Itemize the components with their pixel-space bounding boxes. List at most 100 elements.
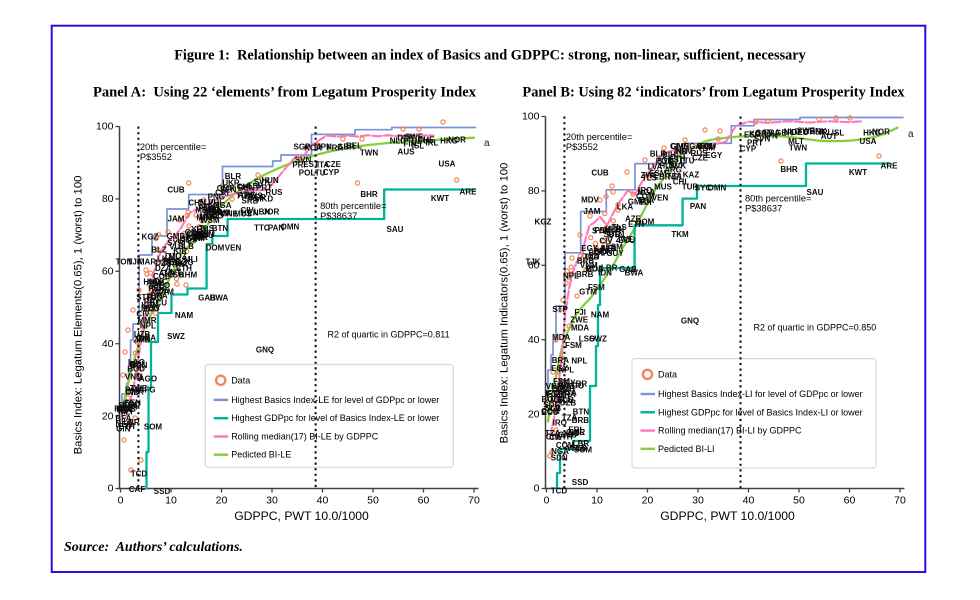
svg-text:UZB: UZB: [605, 224, 622, 233]
svg-text:CYP: CYP: [740, 145, 757, 154]
svg-text:COG: COG: [205, 212, 223, 221]
svg-text:COL: COL: [153, 272, 170, 281]
svg-text:BOL: BOL: [589, 249, 606, 258]
svg-text:EGY: EGY: [705, 151, 723, 160]
svg-text:TGO: TGO: [123, 400, 140, 409]
svg-text:Basics Index: Legatum Indicato: Basics Index: Legatum Indicators(0.65), …: [499, 163, 511, 444]
svg-text:EGY: EGY: [551, 364, 569, 373]
svg-text:Figure 1: Relationship betwee: Figure 1: Relationship between an index …: [174, 48, 806, 64]
svg-text:SVK: SVK: [670, 162, 687, 171]
svg-text:100: 100: [522, 111, 540, 123]
svg-text:CUB: CUB: [167, 186, 185, 195]
svg-text:CZE: CZE: [325, 160, 342, 169]
svg-text:FIN: FIN: [404, 140, 417, 149]
svg-text:DOM: DOM: [636, 218, 655, 227]
svg-text:BFA: BFA: [115, 414, 131, 423]
svg-text:TUR: TUR: [682, 183, 699, 192]
svg-text:LBR: LBR: [573, 439, 590, 448]
svg-text:CIV: CIV: [240, 206, 254, 215]
svg-text:TKM: TKM: [671, 230, 689, 239]
svg-text:CIV: CIV: [599, 237, 613, 246]
svg-text:IND: IND: [674, 148, 688, 157]
svg-text:40: 40: [743, 495, 755, 507]
svg-text:SAU: SAU: [387, 225, 404, 234]
svg-text:MRT: MRT: [196, 213, 213, 222]
svg-text:CZE: CZE: [692, 154, 709, 163]
svg-text:PAK: PAK: [125, 385, 142, 394]
svg-text:PRT: PRT: [256, 184, 272, 193]
svg-text:BWA: BWA: [210, 294, 229, 303]
svg-text:IRQ: IRQ: [177, 236, 191, 245]
svg-text:R2 of quartic in GDPPC=0.850: R2 of quartic in GDPPC=0.850: [754, 323, 877, 333]
svg-text:VNM: VNM: [546, 382, 564, 391]
svg-text:Source: Authors’ calculations: Source: Authors’ calculations.: [64, 540, 243, 555]
svg-text:Rolling median(17) BI-LI by GD: Rolling median(17) BI-LI by GDPPC: [658, 426, 802, 436]
svg-text:MDG: MDG: [141, 304, 160, 313]
svg-text:Pedicted BI-LI: Pedicted BI-LI: [658, 444, 715, 454]
svg-text:FJI: FJI: [186, 232, 198, 241]
svg-text:CHL: CHL: [237, 183, 254, 192]
svg-text:NGA: NGA: [638, 188, 656, 197]
svg-text:LKA: LKA: [617, 203, 634, 212]
svg-text:TWN: TWN: [789, 144, 807, 153]
svg-text:SLE: SLE: [191, 233, 207, 242]
svg-text:BHR: BHR: [360, 190, 378, 199]
svg-text:TZA: TZA: [583, 253, 599, 262]
svg-text:UGA: UGA: [200, 212, 218, 221]
svg-text:SLE: SLE: [118, 401, 134, 410]
svg-text:SYC: SYC: [695, 184, 712, 193]
svg-text:CHE: CHE: [418, 136, 436, 145]
svg-text:LTU: LTU: [311, 169, 326, 178]
svg-text:PRI: PRI: [292, 161, 305, 170]
svg-text:FSM: FSM: [588, 283, 605, 292]
svg-text:P$38637: P$38637: [320, 211, 357, 221]
svg-text:SAU: SAU: [807, 188, 824, 197]
svg-text:GMB: GMB: [558, 430, 577, 439]
svg-text:BOL: BOL: [552, 384, 569, 393]
svg-text:VNM: VNM: [125, 373, 143, 382]
svg-text:USA: USA: [439, 160, 456, 169]
svg-text:DZA: DZA: [155, 264, 172, 273]
svg-text:BRB: BRB: [577, 257, 595, 266]
svg-text:TTO: TTO: [254, 224, 270, 233]
svg-text:IRL: IRL: [426, 139, 439, 148]
svg-text:KAZ: KAZ: [683, 171, 700, 180]
svg-text:MKD: MKD: [255, 195, 273, 204]
svg-text:RUS: RUS: [266, 188, 284, 197]
svg-text:DNK: DNK: [809, 127, 827, 136]
svg-text:FSM: FSM: [192, 230, 209, 239]
svg-text:KHM: KHM: [179, 271, 198, 280]
svg-text:ISL: ISL: [832, 129, 845, 138]
svg-text:AUT: AUT: [821, 132, 838, 141]
svg-text:GBR: GBR: [775, 129, 793, 138]
svg-text:IRQ: IRQ: [545, 389, 559, 398]
svg-text:COM: COM: [541, 407, 560, 416]
svg-text:DEU: DEU: [412, 137, 429, 146]
svg-text:FSM: FSM: [606, 243, 623, 252]
svg-text:BLR: BLR: [225, 172, 242, 181]
svg-text:EST: EST: [668, 156, 684, 165]
svg-text:FRA: FRA: [764, 129, 781, 138]
svg-text:SLB: SLB: [601, 244, 617, 253]
svg-text:CMR: CMR: [126, 388, 144, 397]
svg-text:NGA: NGA: [138, 333, 156, 342]
svg-text:TGO: TGO: [236, 192, 253, 201]
svg-text:UZB: UZB: [547, 395, 564, 404]
svg-text:NIC: NIC: [154, 278, 168, 287]
svg-text:Highest Basics Index-LI for le: Highest Basics Index-LI for level of GDP…: [658, 389, 863, 399]
svg-text:NOR: NOR: [872, 128, 890, 137]
svg-text:MOZ: MOZ: [116, 405, 134, 414]
svg-text:BLR: BLR: [650, 150, 667, 159]
svg-text:HUN: HUN: [659, 162, 677, 171]
svg-text:NPL: NPL: [602, 244, 618, 253]
svg-text:GBR: GBR: [337, 143, 355, 152]
svg-text:ROU: ROU: [196, 231, 214, 240]
svg-text:AUS: AUS: [398, 148, 416, 157]
svg-text:OMN: OMN: [708, 184, 727, 193]
svg-text:ITA: ITA: [317, 161, 330, 170]
svg-text:CMR: CMR: [217, 184, 235, 193]
svg-text:CUB: CUB: [591, 169, 609, 178]
svg-text:DNK: DNK: [397, 134, 415, 143]
svg-text:TUN: TUN: [146, 292, 163, 301]
svg-text:LBR: LBR: [206, 208, 223, 217]
